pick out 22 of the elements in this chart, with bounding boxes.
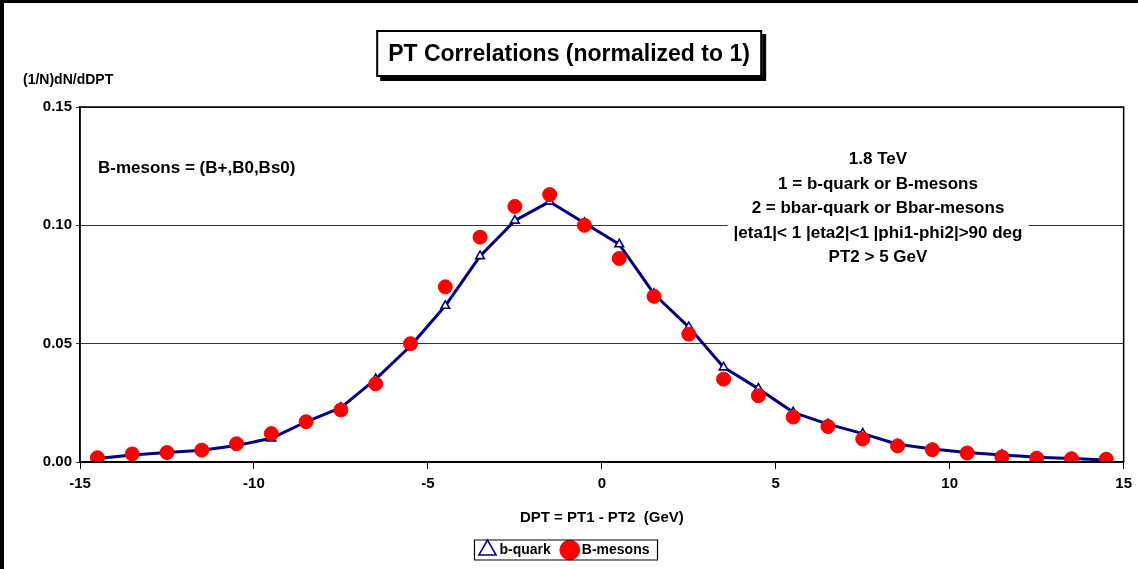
y-axis-title: (1/N)dN/dDPT (23, 71, 114, 87)
annotation: 2 = bbar-quark or Bbar-mesons (750, 197, 1006, 219)
x-axis-title: DPT = PT1 - PT2 (GeV) (519, 508, 684, 526)
annotation: |eta1|< 1 |eta2|<1 |phi1-phi2|>90 deg (733, 221, 1023, 244)
x-tick-label: -10 (243, 474, 265, 492)
chart-title: PT Correlations (normalized to 1) (376, 30, 762, 77)
y-tick-label: 0.00 (42, 452, 72, 470)
x-tick-label: 10 (941, 474, 959, 492)
y-tick-label: 0.05 (42, 333, 72, 351)
annotation: PT2 > 5 GeV (827, 246, 929, 268)
legend-label: B-mesons (581, 540, 650, 557)
y-tick-label: 0.10 (42, 215, 72, 233)
legend-label: b-quark (499, 540, 552, 557)
annotation: B-mesons = (B+,B0,Bs0) (98, 158, 296, 178)
x-tick-label: 0 (597, 474, 606, 492)
x-tick-label: 15 (1115, 474, 1132, 492)
annotation: 1 = b-quark or B-mesons (777, 172, 979, 195)
annotation: 1.8 TeV (847, 148, 909, 170)
y-tick-label: 0.15 (42, 97, 72, 115)
x-tick-label: 5 (771, 474, 780, 492)
x-tick-label: -15 (69, 474, 91, 492)
x-tick-label: -5 (421, 474, 435, 492)
